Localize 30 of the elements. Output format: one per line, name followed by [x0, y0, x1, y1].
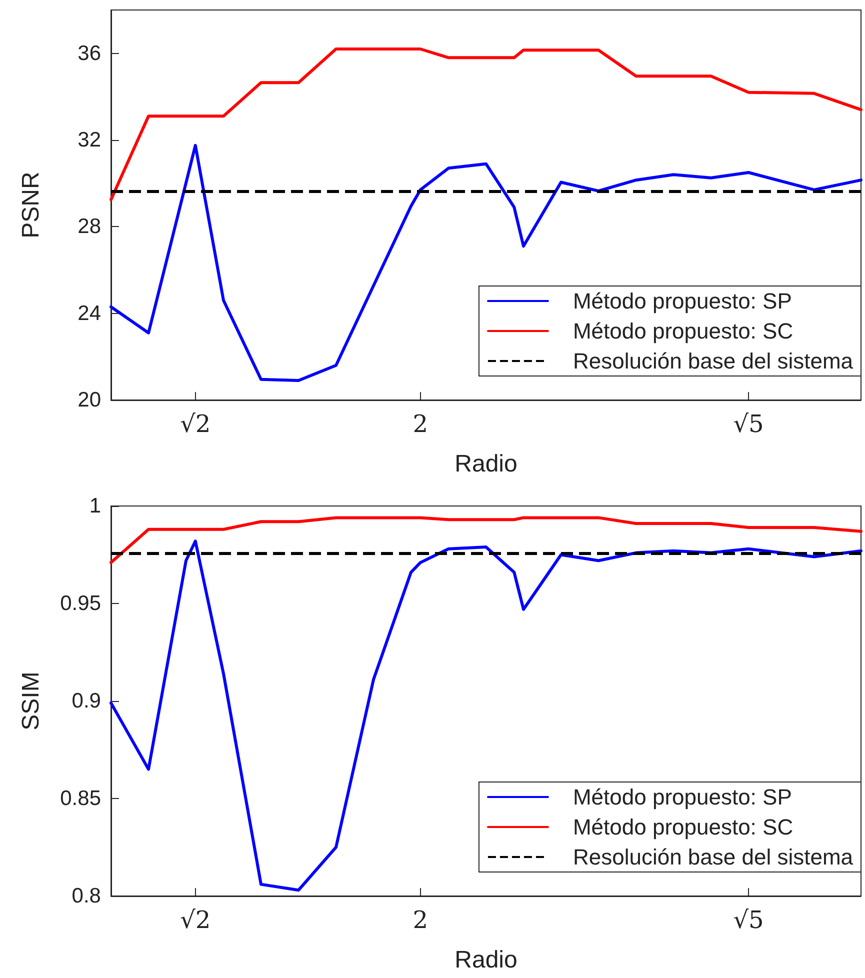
line-series [110, 540, 862, 892]
legend-label: Método propuesto: SC [572, 318, 794, 344]
y-axis-title: PSNR [18, 172, 44, 238]
x-tick-label: 2 [412, 410, 428, 438]
y-tick-label: 32 [78, 128, 101, 152]
legend-label: Método propuesto: SP [572, 784, 792, 810]
x-tick-label: √5 [733, 410, 764, 438]
line-series [110, 48, 862, 202]
x-axis-title: Radio [454, 450, 518, 478]
x-tick-label: 2 [412, 906, 428, 934]
line-series [110, 144, 862, 382]
y-tick-label: 24 [78, 302, 102, 325]
y-tick-label: 36 [78, 42, 101, 65]
y-tick-label: 0.95 [60, 592, 101, 615]
legend-label: Resolución base del sistema [572, 844, 854, 870]
y-tick-label: 0.85 [60, 787, 101, 810]
x-tick-label: √2 [180, 410, 211, 438]
legend-label: Resolución base del sistema [572, 348, 854, 374]
y-tick-label: 1 [89, 494, 101, 518]
y-axis-title: SSIM [18, 672, 44, 730]
y-tick-label: 0.9 [72, 690, 101, 712]
y-tick-label: 0.8 [72, 884, 101, 908]
legend-label: Método propuesto: SP [572, 288, 792, 314]
legend-label: Método propuesto: SC [572, 814, 794, 840]
y-tick-label: 28 [78, 215, 101, 238]
line-series [110, 516, 862, 564]
x-tick-label: √5 [733, 906, 764, 934]
y-tick-label: 20 [78, 388, 101, 412]
x-tick-label: √2 [180, 906, 211, 934]
x-axis-title: Radio [454, 946, 518, 974]
